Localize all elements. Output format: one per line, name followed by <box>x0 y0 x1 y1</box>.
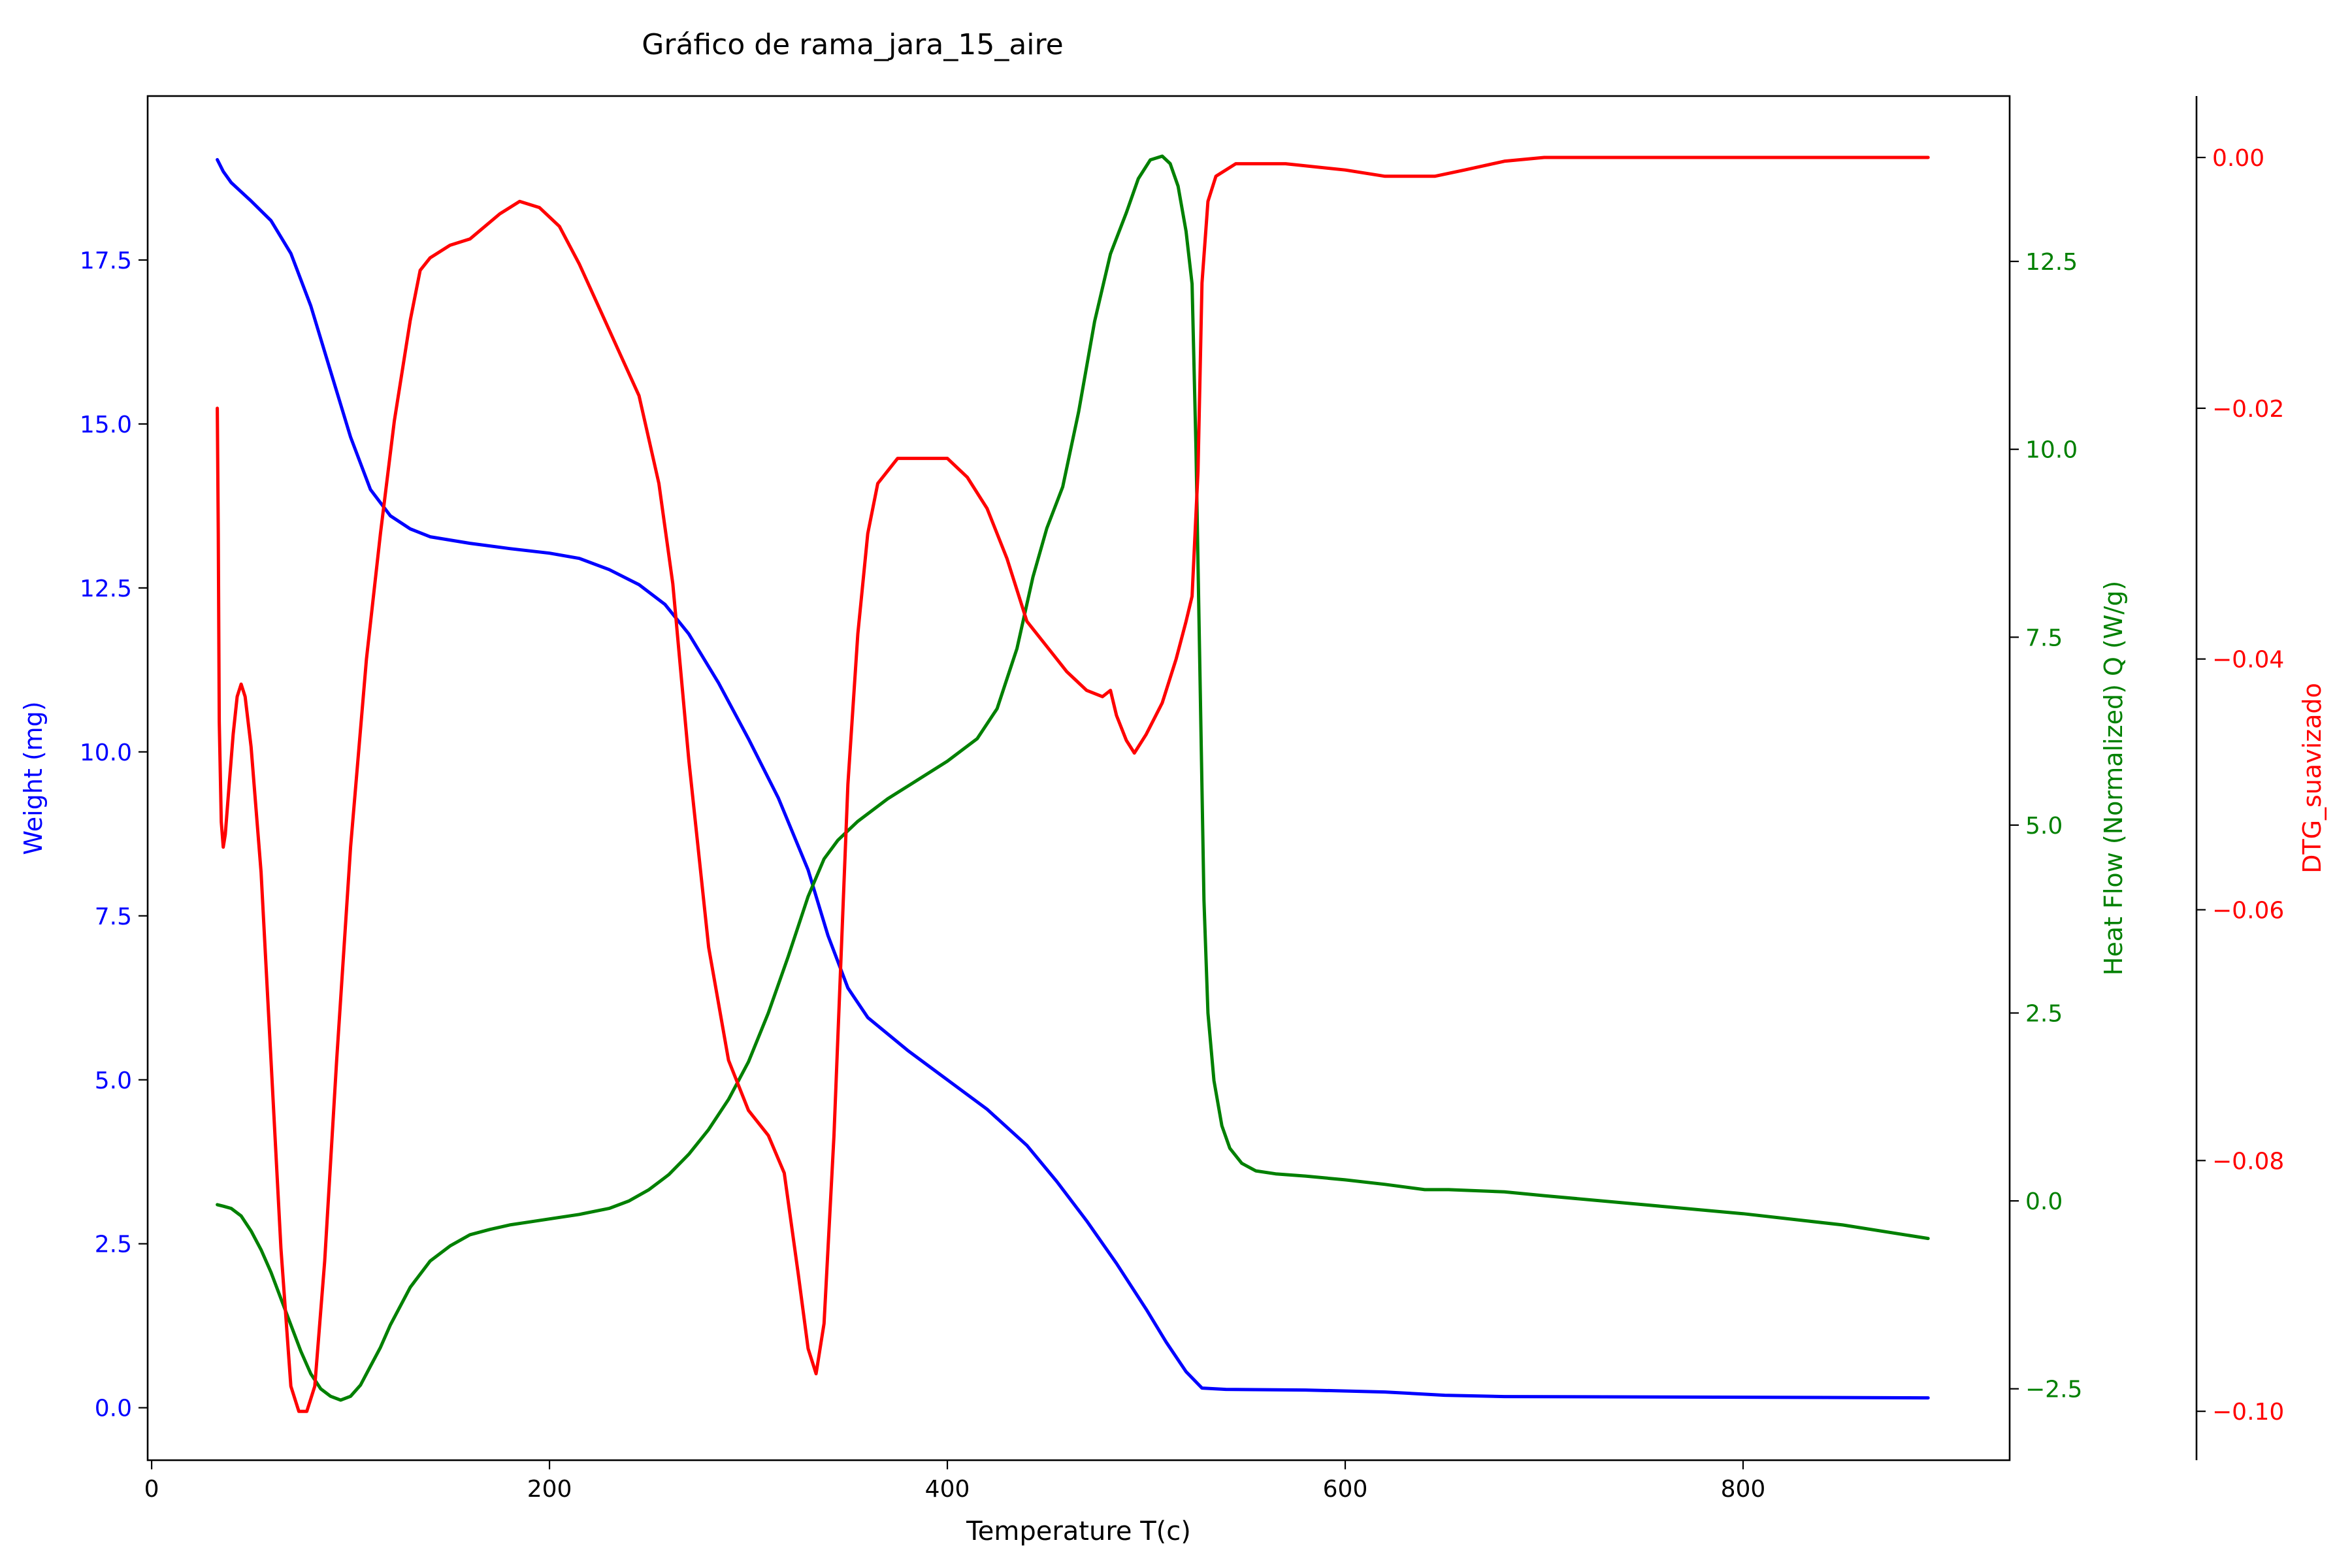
heat-series-line <box>216 154 1930 1402</box>
heat-tick-label: 12.5 <box>2025 249 2078 276</box>
series-layer <box>216 154 1930 1413</box>
x-tick-label: 200 <box>527 1476 572 1503</box>
weight-axis-label: Weight (mg) <box>19 701 48 855</box>
dtg-tick-label: −0.08 <box>2212 1148 2284 1175</box>
x-tick-label: 600 <box>1323 1476 1368 1503</box>
weight-tick-label: 5.0 <box>95 1068 132 1094</box>
heat-tick-label: −2.5 <box>2025 1377 2082 1403</box>
heat-axis-label: Heat Flow (Normalized) Q (W/g) <box>2099 581 2128 975</box>
heat-tick-label: 10.0 <box>2025 437 2078 464</box>
weight-tick-label: 10.0 <box>80 740 132 766</box>
heat-tick-label: 0.0 <box>2025 1188 2063 1215</box>
weight-tick-label: 2.5 <box>95 1232 132 1258</box>
weight-series-line <box>216 157 1930 1400</box>
dtg-series-line <box>216 155 1930 1413</box>
x-tick-label: 400 <box>925 1476 970 1503</box>
heat-tick-label: 2.5 <box>2025 1001 2063 1028</box>
weight-tick-label: 0.0 <box>95 1396 132 1422</box>
dtg-tick-label: −0.02 <box>2212 396 2284 423</box>
weight-tick-label: 7.5 <box>95 904 132 930</box>
dtg-axis-label: DTG_suavizado <box>2298 683 2327 874</box>
x-tick-label: 0 <box>144 1476 159 1503</box>
plot-frame <box>146 95 2011 1462</box>
x-tick-label: 800 <box>1721 1476 1766 1503</box>
dtg-tick-label: −0.04 <box>2212 647 2284 674</box>
dtg-tick-label: −0.10 <box>2212 1399 2284 1426</box>
axes-layer: 0 200 400 600 800 0.0 2.5 5.0 7.5 10.0 12.5 15.0 17.… <box>19 96 2327 1503</box>
weight-tick-label: 12.5 <box>80 576 132 602</box>
dtg-tick-label: −0.06 <box>2212 898 2284 924</box>
chart-title: Gráfico de rama_jara_15_aire <box>642 28 1063 61</box>
x-axis-label: Temperature T(c) <box>966 1516 1191 1546</box>
heat-tick-label: 7.5 <box>2025 625 2063 651</box>
weight-tick-label: 15.0 <box>80 412 132 438</box>
heat-tick-label: 5.0 <box>2025 813 2063 840</box>
weight-tick-label: 17.5 <box>80 248 132 274</box>
dtg-tick-label: 0.00 <box>2212 145 2264 172</box>
